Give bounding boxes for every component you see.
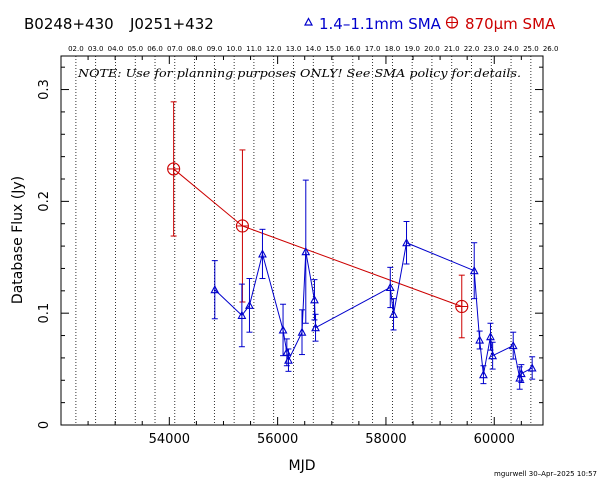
- plot-frame: [60, 55, 544, 426]
- data-point-triangle: [389, 309, 398, 318]
- data-point-triangle: [475, 335, 485, 344]
- data-point-triangle: [516, 368, 526, 378]
- data-point-triangle: [258, 249, 267, 258]
- top-tick-label: 09.0: [207, 45, 223, 53]
- legend-triangle-marker: [303, 17, 314, 26]
- data-point-triangle: [479, 370, 488, 379]
- top-tick-label: 14.0: [305, 45, 321, 53]
- top-tick-label: 03.0: [88, 45, 104, 53]
- top-tick-label: 04.0: [108, 45, 124, 53]
- data-point-triangle: [284, 355, 293, 364]
- top-tick-label: 21.0: [444, 45, 460, 53]
- top-tick-label: 07.0: [167, 45, 183, 53]
- y-axis-ticks: 0 0.1 0.2 0.3: [37, 66, 543, 429]
- data-point-triangle: [310, 295, 319, 304]
- data-point-triangle: [245, 300, 254, 309]
- top-tick-label: 22.0: [464, 45, 480, 53]
- series-1mm: [210, 179, 537, 390]
- top-tick-label: 20.0: [424, 45, 440, 53]
- top-tick-label: 23.0: [483, 45, 499, 53]
- source-alt-name: J0251+432: [129, 15, 214, 33]
- legend-blue-label: 1.4–1.1mm SMA: [319, 15, 442, 33]
- legend-red: 870μm SMA: [445, 15, 556, 33]
- legend-blue: 1.4–1.1mm SMA: [303, 15, 442, 33]
- top-tick-label: 10.0: [226, 45, 242, 53]
- top-tick-label: 18.0: [385, 45, 401, 53]
- top-tick-label: 02.0: [68, 45, 84, 53]
- series-870um: [167, 101, 469, 339]
- data-point-triangle: [210, 285, 220, 294]
- series-line: [173, 168, 462, 307]
- data-point-triangle: [527, 363, 537, 372]
- x-tick-label: 56000: [257, 432, 298, 447]
- top-tick-label: 17.0: [365, 45, 381, 53]
- data-point-triangle: [488, 351, 498, 360]
- year-gridlines: [75, 56, 532, 425]
- data-point-triangle: [278, 325, 288, 334]
- data-point-triangle: [469, 266, 479, 275]
- y-tick-label: 0.3: [37, 79, 52, 100]
- data-point-triangle: [301, 247, 311, 256]
- footer-credit: mgurwell 30–Apr–2025 10:57: [494, 470, 597, 478]
- top-axis-labels: 02.0 03.0 04.0 05.0 06.0 07.0 08.0 09.0 10.0 11.0…: [68, 45, 558, 53]
- x-axis-ticks: 54000 56000 58000 60000: [87, 56, 522, 447]
- top-tick-label: 25.0: [523, 45, 539, 53]
- y-tick-label: 0.2: [37, 191, 52, 212]
- top-tick-label: 11.0: [246, 45, 262, 53]
- source-name: B0248+430: [24, 15, 114, 33]
- top-tick-label: 05.0: [127, 45, 143, 53]
- planning-note: NOTE: Use for planning purposes ONLY! Se…: [77, 66, 521, 80]
- top-tick-label: 08.0: [187, 45, 203, 53]
- top-tick-label: 16.0: [345, 45, 361, 53]
- x-tick-label: 60000: [474, 432, 515, 447]
- data-point-triangle: [402, 238, 411, 247]
- top-tick-label: 06.0: [147, 45, 163, 53]
- data-point-triangle: [508, 340, 518, 350]
- top-tick-label: 26.0: [543, 45, 559, 53]
- data-point-triangle: [237, 310, 247, 319]
- data-point-triangle: [486, 332, 495, 341]
- legend-red-label: 870μm SMA: [465, 15, 556, 33]
- top-tick-label: 24.0: [503, 45, 519, 53]
- data-point-triangle: [385, 282, 395, 292]
- x-axis-label: MJD: [289, 458, 316, 474]
- x-tick-label: 54000: [149, 432, 190, 447]
- y-tick-label: 0.1: [37, 303, 52, 324]
- top-tick-label: 19.0: [404, 45, 420, 53]
- data-point-triangle: [297, 327, 307, 336]
- data-point-triangle: [311, 323, 320, 332]
- x-tick-label: 58000: [365, 432, 406, 447]
- top-tick-label: 13.0: [286, 45, 302, 53]
- y-axis-label: Database Flux (Jy): [10, 176, 26, 304]
- top-tick-label: 15.0: [325, 45, 341, 53]
- top-tick-label: 12.0: [266, 45, 282, 53]
- y-tick-label: 0: [37, 421, 52, 429]
